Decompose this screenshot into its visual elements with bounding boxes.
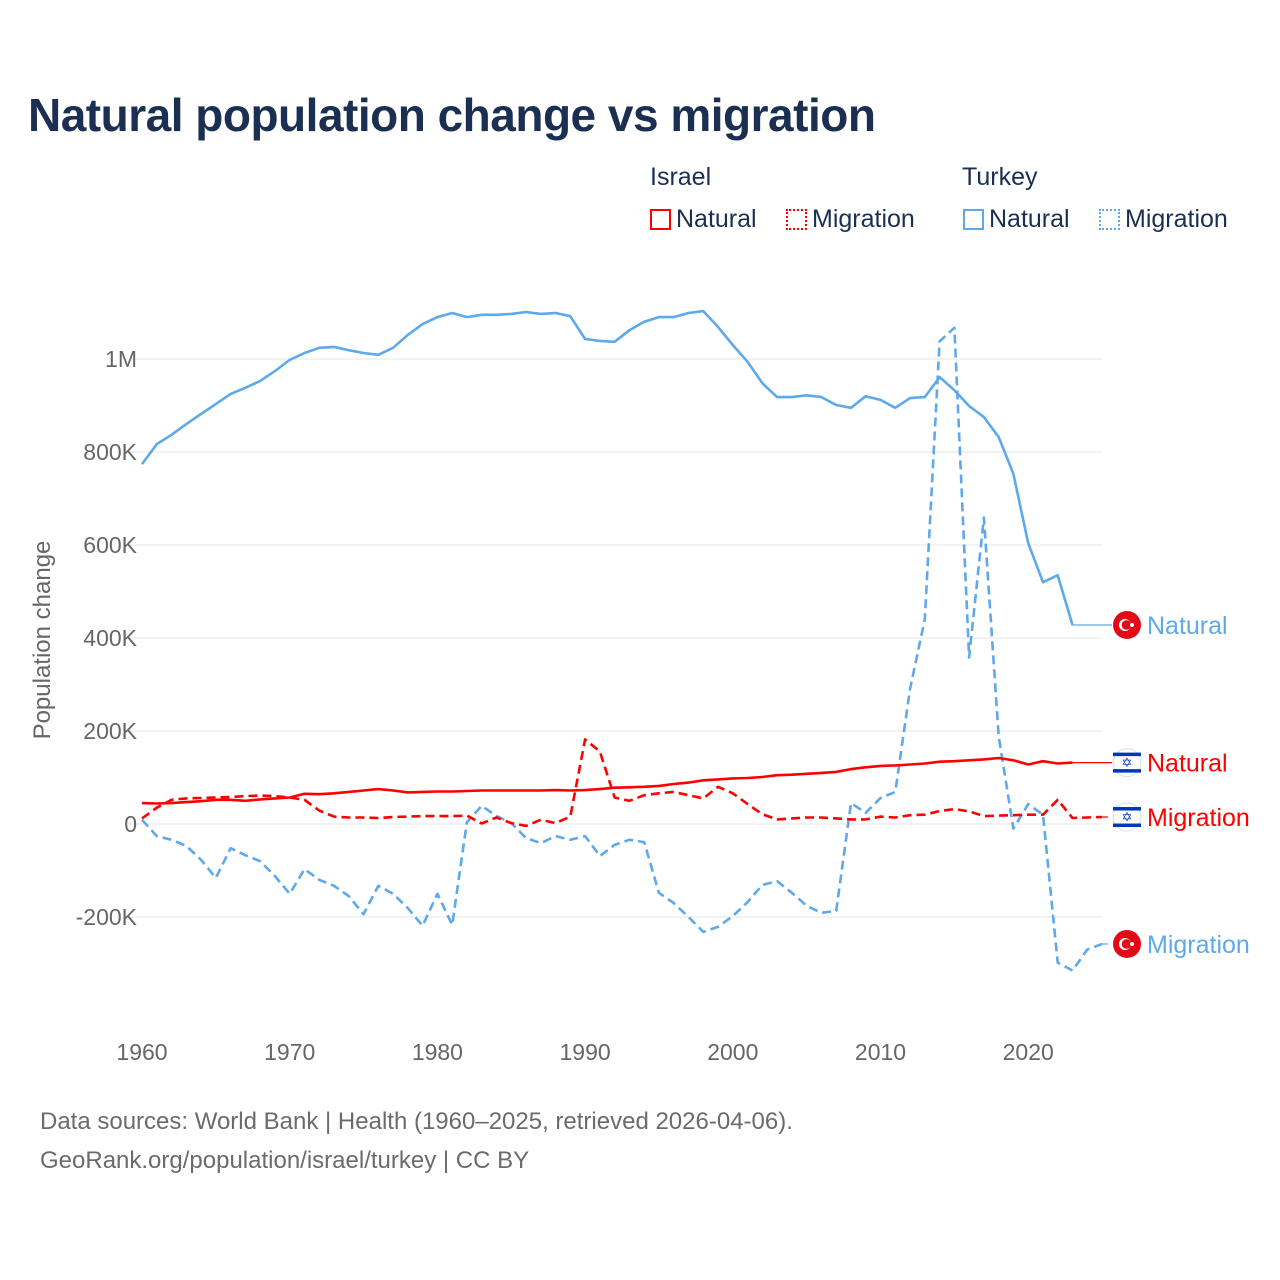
- y-tick-label: 0: [124, 811, 137, 837]
- star-of-david-icon: ✡: [1122, 810, 1133, 825]
- flag-stripe: [1113, 823, 1141, 828]
- x-tick-label: 1980: [412, 1039, 463, 1065]
- chart-title: Natural population change vs migration: [28, 89, 876, 141]
- turkey-migration-end-label: Migration: [1147, 931, 1250, 959]
- turkey-migration-line: [141, 326, 1103, 972]
- legend-label: Migration: [812, 205, 915, 233]
- star-icon: [1130, 622, 1134, 627]
- x-tick-label: 1990: [560, 1039, 611, 1065]
- y-tick-label: -200K: [76, 904, 138, 930]
- flag-stripe: [1113, 752, 1141, 757]
- x-tick-label: 2020: [1003, 1039, 1054, 1065]
- crescent-icon: [1121, 939, 1132, 949]
- crescent-icon: [1121, 620, 1132, 630]
- turkey-natural-end-label: Natural: [1147, 612, 1228, 640]
- legend-label: Natural: [676, 205, 757, 233]
- solid-swatch-icon: [963, 209, 984, 230]
- legend-label: Migration: [1125, 205, 1228, 233]
- israel-migration-end-label: Migration: [1147, 804, 1250, 832]
- x-tick-label: 1970: [264, 1039, 315, 1065]
- dotted-swatch-icon: [786, 209, 807, 230]
- legend-turkey-natural[interactable]: Natural: [963, 205, 1070, 234]
- y-tick-label: 200K: [83, 718, 137, 744]
- y-tick-label: 1M: [105, 346, 137, 372]
- legend-group-israel: Israel: [650, 163, 712, 191]
- dotted-swatch-icon: [1099, 209, 1120, 230]
- israel-natural-end-label: Natural: [1147, 750, 1228, 778]
- y-tick-label: 800K: [83, 439, 137, 465]
- y-tick-label: 600K: [83, 532, 137, 558]
- legend-israel-natural[interactable]: Natural: [650, 205, 757, 234]
- flag-stripe: [1113, 769, 1141, 773]
- star-icon: [1130, 941, 1134, 946]
- flag-stripe: [1113, 807, 1141, 811]
- y-axis-label: Population change: [29, 541, 56, 740]
- star-of-david-icon: ✡: [1122, 755, 1133, 770]
- legend-israel-migration[interactable]: Migration: [786, 205, 915, 234]
- israel-natural-line: [141, 756, 1073, 805]
- footer-sources: Data sources: World Bank | Health (1960–…: [40, 1108, 793, 1135]
- israel-migration-line: [141, 738, 1103, 828]
- x-tick-label: 1960: [116, 1039, 167, 1065]
- turkey-natural-line: [140, 309, 1074, 626]
- x-tick-label: 2000: [707, 1039, 758, 1065]
- x-tick-label: 2010: [855, 1039, 906, 1065]
- legend-turkey-migration[interactable]: Migration: [1099, 205, 1228, 234]
- legend-group-turkey: Turkey: [962, 163, 1038, 191]
- footer-link[interactable]: GeoRank.org/population/israel/turkey | C…: [40, 1147, 530, 1174]
- solid-swatch-icon: [650, 209, 671, 230]
- y-tick-label: 400K: [83, 625, 137, 651]
- legend-label: Natural: [989, 205, 1070, 233]
